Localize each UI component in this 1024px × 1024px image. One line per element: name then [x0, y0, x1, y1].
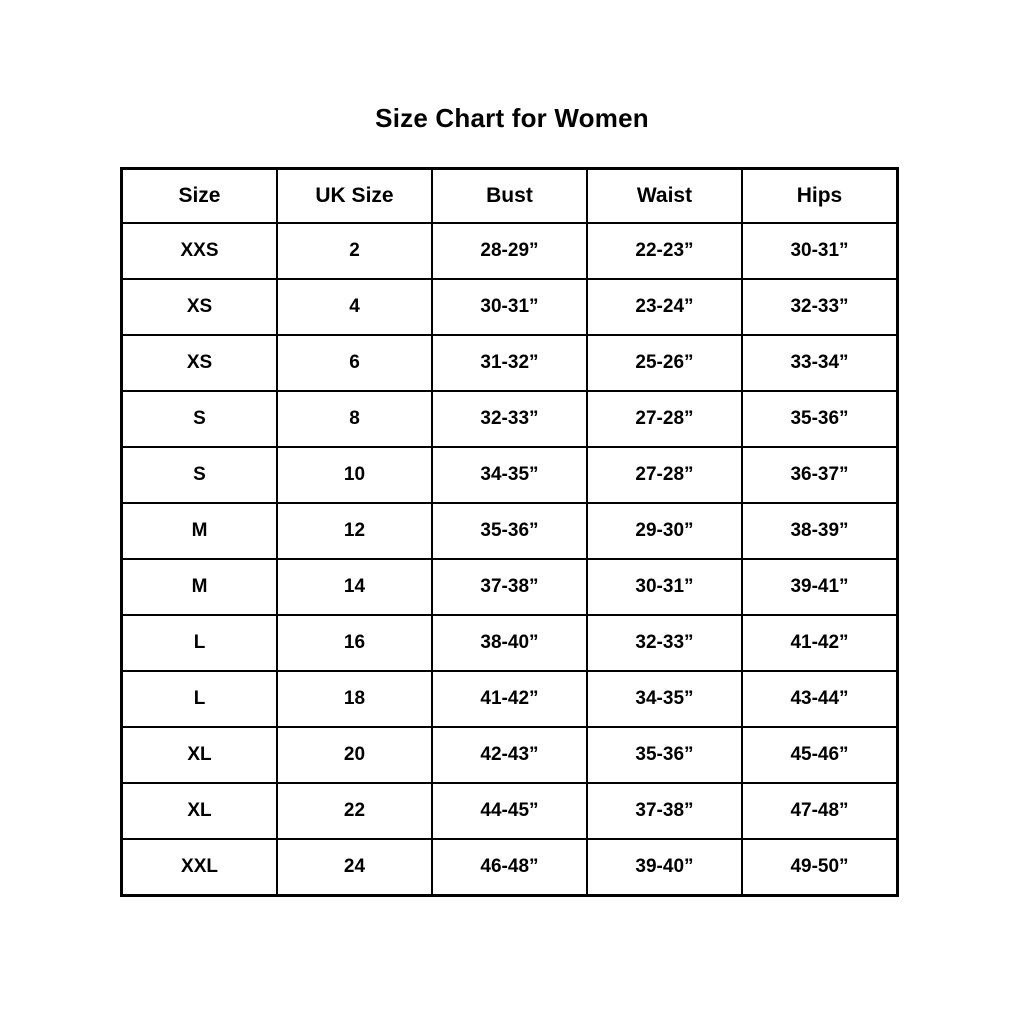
table-row: M 14 37-38” 30-31” 39-41” — [120, 558, 899, 616]
table-cell: 38-39” — [740, 502, 899, 560]
table-cell: 8 — [275, 390, 433, 448]
column-header: Waist — [585, 167, 743, 224]
table-cell: XXL — [120, 838, 278, 897]
table-cell: 23-24” — [585, 278, 743, 336]
table-cell: 28-29” — [430, 222, 588, 280]
table-cell: 2 — [275, 222, 433, 280]
table-cell: 27-28” — [585, 446, 743, 504]
table-cell: 32-33” — [430, 390, 588, 448]
table-row: XL 20 42-43” 35-36” 45-46” — [120, 726, 899, 784]
table-cell: 36-37” — [740, 446, 899, 504]
table-cell: S — [120, 446, 278, 504]
table-cell: 46-48” — [430, 838, 588, 897]
table-cell: 12 — [275, 502, 433, 560]
table-cell: 41-42” — [740, 614, 899, 672]
table-cell: 6 — [275, 334, 433, 392]
table-cell: 38-40” — [430, 614, 588, 672]
size-chart-table: Size UK Size Bust Waist Hips XXS 2 28-29” 22-23… — [120, 167, 899, 897]
table-cell: XL — [120, 782, 278, 840]
table-cell: 30-31” — [430, 278, 588, 336]
table-cell: 43-44” — [740, 670, 899, 728]
table-cell: 35-36” — [585, 726, 743, 784]
table-cell: 29-30” — [585, 502, 743, 560]
table-cell: 42-43” — [430, 726, 588, 784]
column-header: UK Size — [275, 167, 433, 224]
table-cell: 39-41” — [740, 558, 899, 616]
table-cell: 30-31” — [740, 222, 899, 280]
table-cell: 39-40” — [585, 838, 743, 897]
table-header: Size UK Size Bust Waist Hips — [120, 167, 899, 224]
table-body: XXS 2 28-29” 22-23” 30-31” XS 4 30-31” 23-24” 32-… — [120, 222, 899, 897]
table-cell: S — [120, 390, 278, 448]
header-row: Size UK Size Bust Waist Hips — [120, 167, 899, 224]
table-cell: 35-36” — [740, 390, 899, 448]
table-cell: M — [120, 558, 278, 616]
table-cell: M — [120, 502, 278, 560]
table-cell: 20 — [275, 726, 433, 784]
table-cell: 10 — [275, 446, 433, 504]
table-cell: XS — [120, 278, 278, 336]
table-row: XS 6 31-32” 25-26” 33-34” — [120, 334, 899, 392]
table-cell: 24 — [275, 838, 433, 897]
column-header: Size — [120, 167, 278, 224]
table-cell: L — [120, 614, 278, 672]
page-title: Size Chart for Women — [375, 103, 649, 133]
table-cell: XL — [120, 726, 278, 784]
table-row: L 18 41-42” 34-35” 43-44” — [120, 670, 899, 728]
table-row: XS 4 30-31” 23-24” 32-33” — [120, 278, 899, 336]
table-cell: 41-42” — [430, 670, 588, 728]
table-cell: 22 — [275, 782, 433, 840]
table-cell: 31-32” — [430, 334, 588, 392]
table-cell: XXS — [120, 222, 278, 280]
table-cell: 37-38” — [585, 782, 743, 840]
table-row: M 12 35-36” 29-30” 38-39” — [120, 502, 899, 560]
table-row: S 8 32-33” 27-28” 35-36” — [120, 390, 899, 448]
column-header: Hips — [740, 167, 899, 224]
table-row: XXS 2 28-29” 22-23” 30-31” — [120, 222, 899, 280]
table-cell: 14 — [275, 558, 433, 616]
table-cell: L — [120, 670, 278, 728]
table-cell: 32-33” — [740, 278, 899, 336]
table-row: L 16 38-40” 32-33” 41-42” — [120, 614, 899, 672]
table-cell: 34-35” — [430, 446, 588, 504]
column-header: Bust — [430, 167, 588, 224]
table-cell: 49-50” — [740, 838, 899, 897]
table-cell: 44-45” — [430, 782, 588, 840]
table-cell: 16 — [275, 614, 433, 672]
table-cell: 30-31” — [585, 558, 743, 616]
table-cell: 4 — [275, 278, 433, 336]
table-row: XL 22 44-45” 37-38” 47-48” — [120, 782, 899, 840]
table-cell: 27-28” — [585, 390, 743, 448]
table-cell: 32-33” — [585, 614, 743, 672]
table-row: XXL 24 46-48” 39-40” 49-50” — [120, 838, 899, 897]
table-cell: 35-36” — [430, 502, 588, 560]
table-cell: 22-23” — [585, 222, 743, 280]
table-row: S 10 34-35” 27-28” 36-37” — [120, 446, 899, 504]
table-cell: 33-34” — [740, 334, 899, 392]
table-cell: 45-46” — [740, 726, 899, 784]
table-cell: 25-26” — [585, 334, 743, 392]
table-cell: 18 — [275, 670, 433, 728]
table-cell: 47-48” — [740, 782, 899, 840]
table-cell: 37-38” — [430, 558, 588, 616]
table-cell: XS — [120, 334, 278, 392]
table-cell: 34-35” — [585, 670, 743, 728]
